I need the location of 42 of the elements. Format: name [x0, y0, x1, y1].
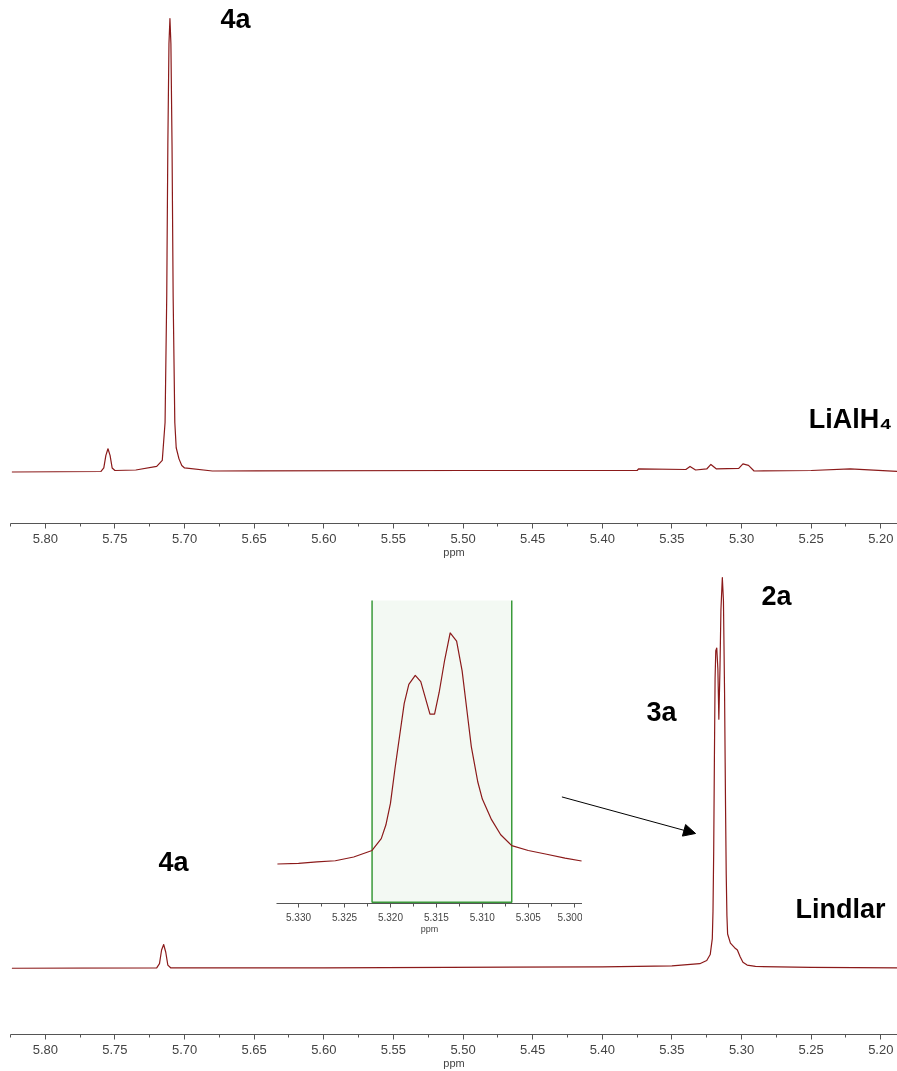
x-tick-label: 5.305: [515, 911, 542, 923]
x-tick-label: 5.30: [728, 1041, 755, 1057]
annotation: 2a: [761, 580, 793, 611]
x-tick-label: 5.20: [868, 1041, 894, 1057]
annotation: LiAlH₄: [808, 403, 893, 434]
x-tick-label: 5.50: [450, 530, 476, 546]
x-tick-label: 5.80: [32, 530, 58, 546]
x-tick-label: 5.20: [868, 530, 894, 546]
x-tick-label: 5.45: [520, 530, 546, 546]
x-tick-label: 5.35: [659, 530, 685, 546]
annotation: Lindlar: [795, 893, 886, 924]
x-tick-label: 5.60: [311, 530, 337, 546]
annotation: 3a: [646, 696, 678, 727]
x-tick-label: 5.60: [311, 1041, 337, 1057]
x-tick-label: 5.310: [469, 911, 496, 923]
x-tick-label: 5.55: [380, 530, 407, 546]
x-tick-label: 5.75: [102, 530, 128, 546]
x-axis-title: ppm: [443, 545, 465, 558]
x-tick-label: 5.70: [171, 1041, 198, 1057]
x-tick-label: 5.50: [450, 1041, 476, 1057]
x-tick-label: 5.75: [102, 1041, 128, 1057]
x-tick-label: 5.320: [377, 911, 404, 923]
x-tick-label: 5.40: [589, 1041, 615, 1057]
annotation: 4a: [220, 3, 252, 34]
x-tick-label: 5.35: [659, 1041, 685, 1057]
x-axis-title: ppm: [420, 923, 439, 934]
x-tick-label: 5.40: [589, 530, 615, 546]
x-tick-label: 5.70: [171, 530, 198, 546]
x-tick-label: 5.30: [728, 530, 755, 546]
x-tick-label: 5.65: [241, 1041, 267, 1057]
x-tick-label: 5.330: [286, 911, 312, 923]
x-tick-label: 5.25: [798, 530, 824, 546]
x-tick-label: 5.65: [241, 530, 267, 546]
x-tick-label: 5.25: [798, 1041, 824, 1057]
x-axis-title: ppm: [443, 1056, 465, 1069]
x-tick-label: 5.300: [557, 911, 583, 923]
x-tick-label: 5.315: [423, 911, 450, 923]
x-tick-label: 5.325: [331, 911, 358, 923]
x-tick-label: 5.55: [380, 1041, 407, 1057]
x-tick-label: 5.80: [32, 1041, 58, 1057]
annotation: 4a: [158, 846, 190, 877]
x-tick-label: 5.45: [520, 1041, 546, 1057]
